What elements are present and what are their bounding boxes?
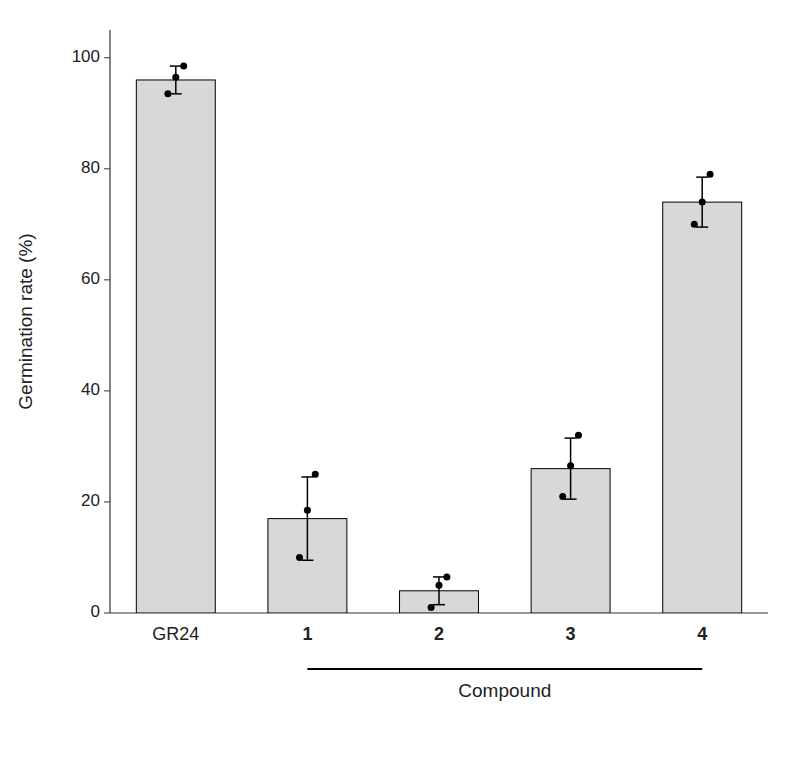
y-tick-label: 80 bbox=[81, 158, 100, 177]
x-tick-label: 3 bbox=[566, 624, 576, 644]
y-axis: 0 20 40 60 80 100 bbox=[72, 30, 110, 621]
x-tick-label: GR24 bbox=[152, 624, 199, 644]
error-bar bbox=[301, 477, 313, 560]
data-point bbox=[691, 221, 698, 228]
y-tick bbox=[104, 613, 110, 614]
y-axis-label: Germination rate (%) bbox=[15, 233, 36, 409]
data-point bbox=[436, 582, 443, 589]
y-tick bbox=[104, 390, 110, 391]
y-tick-label: 40 bbox=[81, 380, 100, 399]
bar bbox=[136, 80, 215, 613]
data-point bbox=[164, 90, 171, 97]
data-point bbox=[443, 573, 450, 580]
data-point bbox=[312, 471, 319, 478]
y-tick-label: 20 bbox=[81, 491, 100, 510]
y-tick-label: 100 bbox=[72, 47, 100, 66]
error-bar bbox=[433, 577, 445, 605]
data-point bbox=[428, 604, 435, 611]
y-tick bbox=[104, 501, 110, 502]
y-tick-label: 0 bbox=[91, 602, 100, 621]
data-point bbox=[707, 171, 714, 178]
error-bar bbox=[696, 177, 708, 227]
y-tick bbox=[104, 168, 110, 169]
bar bbox=[663, 202, 742, 613]
data-point bbox=[559, 493, 566, 500]
x-tick-label: 2 bbox=[434, 624, 444, 644]
x-tick-label: 4 bbox=[697, 624, 707, 644]
data-point bbox=[567, 462, 574, 469]
group-bracket bbox=[307, 668, 702, 670]
data-point bbox=[180, 63, 187, 70]
data-point bbox=[296, 554, 303, 561]
group-label: Compound bbox=[458, 680, 551, 701]
data-point bbox=[575, 432, 582, 439]
data-point bbox=[304, 507, 311, 514]
error-bar bbox=[170, 66, 182, 94]
error-bar bbox=[565, 438, 577, 499]
data-point bbox=[172, 74, 179, 81]
x-tick-label: 1 bbox=[302, 624, 312, 644]
y-axis-line bbox=[109, 30, 110, 613]
y-tick bbox=[104, 279, 110, 280]
chart: 0 20 40 60 80 100 Germination rate (%) GR24 1 2 3 4… bbox=[0, 0, 798, 763]
data-point bbox=[699, 199, 706, 206]
plot-area bbox=[136, 63, 741, 613]
y-tick bbox=[104, 57, 110, 58]
y-tick-label: 60 bbox=[81, 269, 100, 288]
